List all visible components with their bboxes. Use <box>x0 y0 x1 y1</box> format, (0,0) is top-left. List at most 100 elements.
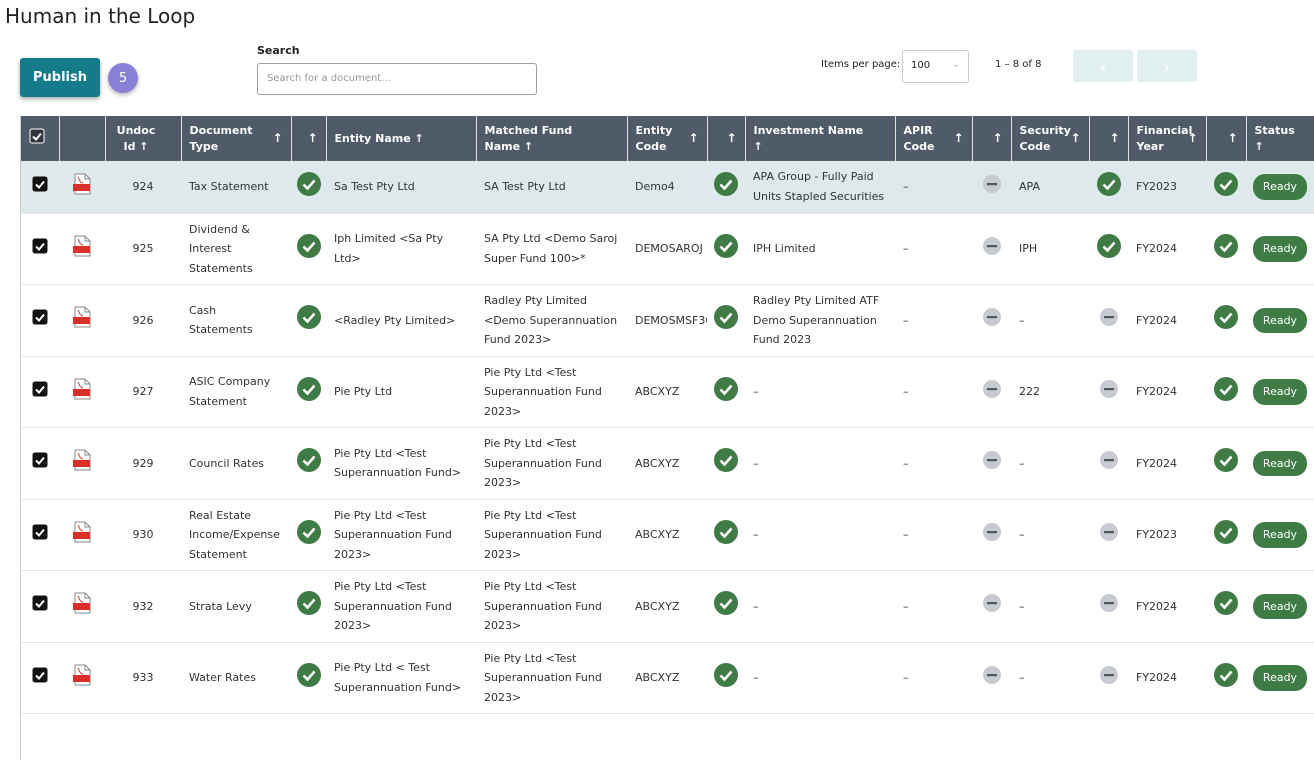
column-header[interactable]: Status ↑ <box>1246 116 1314 161</box>
row-checkbox[interactable] <box>21 161 59 214</box>
financial-year: FY2023 <box>1128 499 1206 571</box>
sort-arrow[interactable]: ↑ <box>1254 139 1264 153</box>
investment-name: Radley Pty Limited ATF Demo Superannuati… <box>745 284 895 357</box>
status: Ready <box>1246 570 1314 643</box>
document-type: Real Estate Income/Expense Statement <box>181 499 291 571</box>
financial-year: FY2023 <box>1128 161 1206 214</box>
column-header[interactable]: ↑ <box>707 116 746 161</box>
table-row[interactable]: 926 Cash Statements <Radley Pty Limited> Ra… <box>21 284 1314 357</box>
investment-name: – <box>745 499 895 571</box>
column-header[interactable]: Undoc Id ↑ <box>105 116 182 161</box>
entity-code: ABCXYZ <box>627 427 707 500</box>
missing-icon <box>982 522 1001 541</box>
table-row[interactable]: 927 ASIC Company Statement Pie Pty Ltd Pie … <box>21 356 1314 428</box>
missing-icon <box>1099 665 1118 684</box>
file-type <box>59 570 105 643</box>
sort-arrow[interactable]: ↑ <box>272 131 283 145</box>
next-page-button[interactable]: › <box>1137 50 1197 82</box>
column-header[interactable]: Financial Year ↑ <box>1128 116 1207 161</box>
column-header[interactable]: Matched Fund Name ↑ <box>476 116 628 161</box>
table-row[interactable]: 924 Tax Statement Sa Test Pty Ltd SA Test P… <box>21 161 1314 214</box>
sort-arrow[interactable]: ↑ <box>1070 131 1081 145</box>
sort-arrow[interactable]: ↑ <box>520 139 534 153</box>
check-icon <box>1214 233 1238 258</box>
file-type <box>59 642 105 714</box>
column-title: Investment Name ↑ <box>753 123 864 153</box>
undoc-id: 924 <box>105 161 181 214</box>
status-icon <box>1089 642 1128 714</box>
missing-icon <box>1099 522 1118 541</box>
items-per-page-value: 100 <box>911 60 931 71</box>
status-icon <box>707 642 745 714</box>
sort-arrow[interactable]: ↑ <box>1109 131 1120 145</box>
table-row[interactable]: 930 Real Estate Income/Expense Statement P… <box>21 499 1314 571</box>
sort-arrow[interactable]: ↑ <box>688 131 699 145</box>
missing-icon <box>1099 594 1118 612</box>
status-icon <box>1206 499 1246 571</box>
column-header[interactable]: Investment Name ↑ <box>745 116 896 161</box>
checkbox-icon <box>32 595 48 611</box>
page-range: 1 – 8 of 8 <box>995 59 1042 70</box>
table-row[interactable]: 925 Dividend & Interest Statements Iph Lim… <box>21 213 1314 285</box>
sort-arrow[interactable]: ↑ <box>992 131 1003 145</box>
publish-button[interactable]: Publish <box>20 58 100 97</box>
column-header[interactable]: ↑ <box>972 116 1012 161</box>
financial-year: FY2024 <box>1128 427 1206 500</box>
sort-arrow[interactable]: ↑ <box>1227 131 1238 145</box>
sort-arrow[interactable]: ↑ <box>726 131 737 145</box>
row-checkbox[interactable] <box>21 356 59 428</box>
sort-arrow[interactable]: ↑ <box>1187 131 1198 145</box>
row-checkbox[interactable] <box>21 284 59 357</box>
pdf-icon <box>73 173 91 194</box>
row-checkbox[interactable] <box>21 570 59 643</box>
column-header[interactable]: Entity Name ↑ <box>326 116 477 161</box>
table-body: 924 Tax Statement Sa Test Pty Ltd SA Test P… <box>21 161 1314 714</box>
sort-arrow[interactable]: ↑ <box>135 139 149 153</box>
column-header[interactable]: ↑ <box>1089 116 1129 161</box>
missing-icon <box>1099 379 1118 398</box>
check-icon <box>714 662 738 687</box>
column-header[interactable]: ↑ <box>1206 116 1247 161</box>
table-row[interactable]: 932 Strata Levy Pie Pty Ltd <Test Superann… <box>21 570 1314 643</box>
column-header[interactable]: Entity Code ↑ <box>627 116 708 161</box>
matched-fund-name: Pie Pty Ltd <Test Superannuation Fund 20… <box>476 642 627 714</box>
sort-arrow[interactable]: ↑ <box>410 131 424 145</box>
pdf-icon <box>73 664 91 685</box>
entity-code: Demo4 <box>627 161 707 214</box>
items-per-page-select[interactable]: 100 ⌄ <box>902 50 969 83</box>
column-header[interactable]: ↑ <box>291 116 327 161</box>
row-checkbox[interactable] <box>21 427 59 500</box>
column-title: Financial Year <box>1136 123 1193 153</box>
investment-name: IPH Limited <box>745 213 895 285</box>
check-icon <box>296 376 321 401</box>
check-icon <box>1214 305 1238 329</box>
entity-code: ABCXYZ <box>627 570 707 643</box>
status-badge: Ready <box>1252 307 1308 333</box>
sort-arrow[interactable]: ↑ <box>753 139 763 153</box>
column-header[interactable]: APIR Code ↑ <box>895 116 973 161</box>
row-checkbox[interactable] <box>21 213 59 285</box>
row-checkbox[interactable] <box>21 499 59 571</box>
status-icon <box>1206 213 1246 285</box>
check-icon <box>296 591 321 615</box>
missing-icon <box>1099 308 1118 326</box>
status: Ready <box>1246 427 1314 500</box>
entity-code: ABCXYZ <box>627 499 707 571</box>
count-badge: 5 <box>108 63 138 93</box>
financial-year: FY2024 <box>1128 356 1206 428</box>
check-icon <box>1096 233 1121 258</box>
status-icon <box>1089 161 1128 214</box>
apir-code: – <box>895 570 972 643</box>
prev-page-button[interactable]: ‹ <box>1073 50 1133 82</box>
column-header[interactable]: Security Code ↑ <box>1011 116 1090 161</box>
table-row[interactable]: 933 Water Rates Pie Pty Ltd < Test Superan… <box>21 642 1314 714</box>
column-header[interactable]: Document Type ↑ <box>181 116 292 161</box>
sort-arrow[interactable]: ↑ <box>307 131 318 145</box>
table-row[interactable]: 929 Council Rates Pie Pty Ltd <Test Supera… <box>21 427 1314 500</box>
sort-arrow[interactable]: ↑ <box>953 131 964 145</box>
row-checkbox[interactable] <box>21 642 59 714</box>
search-input[interactable]: Search for a document... <box>257 63 537 95</box>
chevron: ⌄ <box>951 59 960 70</box>
entity-code: ABCXYZ <box>627 642 707 714</box>
